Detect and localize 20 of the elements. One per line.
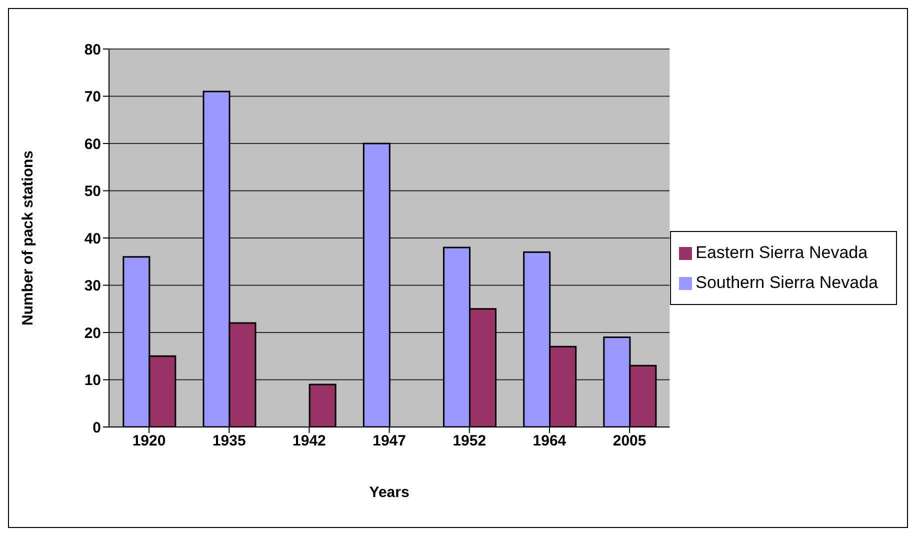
legend-label: Southern Sierra Nevada — [696, 273, 878, 292]
legend-label: Eastern Sierra Nevada — [696, 243, 868, 262]
y-tick-label: 10 — [84, 372, 101, 390]
x-axis-title: Years — [369, 484, 410, 501]
y-axis-title: Number of pack stations — [19, 150, 36, 326]
y-tick-label: 20 — [84, 324, 101, 342]
x-tick-label: 1964 — [532, 432, 567, 450]
x-tick-label: 2005 — [612, 432, 646, 450]
y-tick-label: 0 — [92, 419, 101, 436]
x-tick-label: 1947 — [372, 432, 406, 450]
x-tick-label: 1920 — [132, 432, 166, 450]
y-tick-label: 70 — [84, 88, 101, 106]
y-tick-label: 30 — [84, 278, 101, 295]
y-tick-label: 50 — [84, 183, 101, 200]
y-tick-label: 40 — [84, 230, 101, 248]
x-tick-label: 1952 — [452, 432, 486, 450]
y-tick-label: 80 — [84, 41, 101, 58]
y-tick-label: 60 — [84, 136, 101, 153]
x-tick-label: 1935 — [212, 432, 246, 450]
x-tick-label: 1942 — [292, 432, 326, 450]
